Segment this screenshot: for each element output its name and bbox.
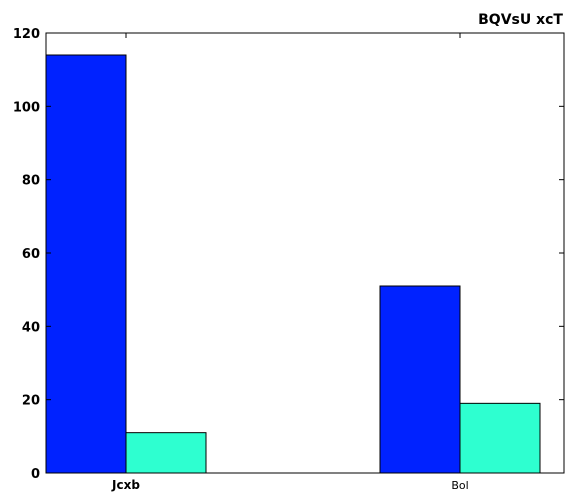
y-tick-label-60: 60 — [22, 247, 40, 262]
y-tick-label-40: 40 — [22, 320, 40, 335]
x-axis-ticks: Jcxb Bol — [111, 33, 469, 492]
x-tick-label-bol: Bol — [451, 479, 468, 492]
bar-series1-bol — [379, 285, 461, 474]
y-tick-label-20: 20 — [22, 394, 40, 409]
bars-group — [45, 54, 541, 474]
y-tick-label-100: 100 — [13, 100, 40, 115]
y-tick-label-120: 120 — [13, 27, 40, 42]
x-tick-label-jcxb: Jcxb — [111, 478, 140, 492]
y-tick-label-0: 0 — [31, 467, 40, 482]
plot-background — [46, 33, 564, 473]
bar-series2-bol — [459, 402, 541, 474]
y-tick-label-80: 80 — [22, 174, 40, 189]
bar-series2-jcxb — [125, 432, 207, 474]
bar-series1-jcxb — [45, 54, 127, 474]
plot-frame — [45, 32, 565, 474]
chart-title: BQVsU xcT — [478, 12, 563, 28]
y-axis-ticks: 0 20 40 60 80 100 120 — [13, 27, 564, 482]
